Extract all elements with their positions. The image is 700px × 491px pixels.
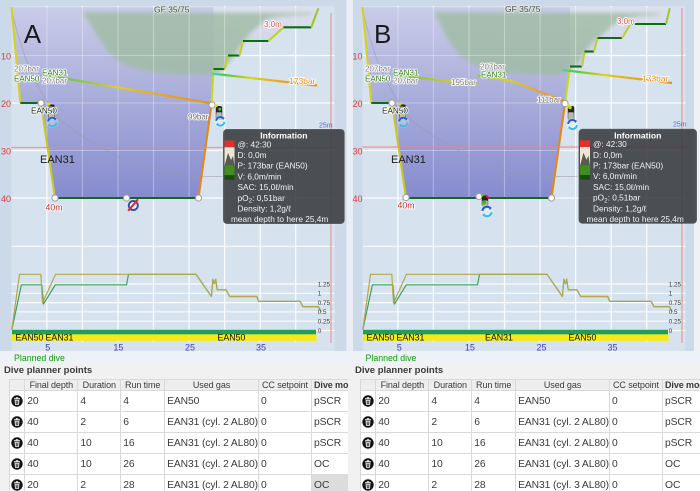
svg-text:1: 1	[669, 291, 673, 298]
svg-text:0.5: 0.5	[669, 309, 678, 316]
svg-text:EAN31: EAN31	[46, 332, 74, 342]
svg-text:V: 6,0m/min: V: 6,0m/min	[238, 171, 282, 181]
svg-text:Density: 1,2g/ℓ: Density: 1,2g/ℓ	[593, 203, 647, 213]
svg-text:1.25: 1.25	[318, 281, 331, 288]
svg-text:@: 42:30: @: 42:30	[238, 139, 272, 149]
svg-text:5: 5	[45, 343, 50, 353]
svg-text:Information: Information	[614, 130, 661, 140]
svg-text:SAC: 15,0ℓ/min: SAC: 15,0ℓ/min	[238, 182, 295, 192]
svg-text:EAN50: EAN50	[14, 74, 40, 83]
svg-text:99bar: 99bar	[188, 113, 209, 122]
svg-text:30: 30	[1, 147, 11, 157]
svg-text:207bar: 207bar	[42, 76, 67, 85]
svg-text:0.25: 0.25	[669, 319, 682, 326]
svg-text:EAN50: EAN50	[31, 107, 57, 116]
svg-text:30: 30	[352, 147, 362, 157]
svg-text:0.25: 0.25	[318, 319, 331, 326]
svg-text:0.5: 0.5	[318, 309, 327, 316]
svg-text:A: A	[24, 19, 42, 49]
svg-text:V: 6,0m/min: V: 6,0m/min	[593, 171, 637, 181]
svg-text:EAN50: EAN50	[16, 332, 44, 342]
svg-text:EAN31: EAN31	[391, 154, 426, 166]
svg-text:207bar: 207bar	[365, 65, 390, 74]
svg-text:EAN31: EAN31	[481, 70, 507, 79]
svg-text:10: 10	[352, 52, 362, 62]
svg-text:D: 0,0m: D: 0,0m	[593, 150, 622, 160]
svg-text:20: 20	[352, 99, 362, 109]
svg-text:20: 20	[1, 99, 11, 109]
svg-text:0: 0	[669, 328, 673, 335]
svg-text:35: 35	[607, 343, 617, 353]
svg-text:40m: 40m	[46, 203, 63, 213]
svg-text:EAN31: EAN31	[40, 154, 75, 166]
svg-text:1.25: 1.25	[669, 281, 682, 288]
svg-text:15: 15	[465, 343, 475, 353]
svg-text:EAN50: EAN50	[218, 332, 246, 342]
svg-text:25m: 25m	[673, 122, 687, 129]
svg-text:25: 25	[536, 343, 546, 353]
svg-text:GF 35/75: GF 35/75	[154, 5, 190, 15]
svg-text:207bar: 207bar	[480, 63, 505, 72]
svg-text:pO2: 0,51bar: pO2: 0,51bar	[238, 193, 286, 205]
svg-text:0.75: 0.75	[318, 300, 331, 307]
svg-text:35: 35	[256, 343, 266, 353]
svg-text:40m: 40m	[398, 201, 415, 211]
svg-text:EAN31: EAN31	[397, 332, 425, 342]
svg-text:EAN50: EAN50	[382, 107, 408, 116]
svg-text:EAN50: EAN50	[569, 332, 597, 342]
svg-text:EAN50: EAN50	[367, 332, 395, 342]
svg-text:0: 0	[318, 328, 322, 335]
svg-text:111bar: 111bar	[537, 96, 561, 105]
svg-text:5: 5	[397, 343, 402, 353]
svg-text:0.75: 0.75	[669, 300, 682, 307]
svg-text:GF 35/75: GF 35/75	[505, 4, 541, 14]
svg-text:@: 42:30: @: 42:30	[593, 139, 627, 149]
svg-text:195bar: 195bar	[451, 78, 476, 87]
svg-text:Planned dive: Planned dive	[14, 353, 65, 363]
svg-text:EAN50: EAN50	[365, 74, 391, 83]
svg-text:Planned dive: Planned dive	[366, 353, 417, 363]
svg-text:1: 1	[318, 291, 322, 298]
svg-text:Density: 1,2g/ℓ: Density: 1,2g/ℓ	[238, 204, 292, 214]
svg-text:15: 15	[113, 343, 123, 353]
svg-text:173bar: 173bar	[289, 76, 316, 86]
svg-text:Information: Information	[260, 131, 307, 141]
svg-text:25: 25	[185, 343, 195, 353]
svg-text:207bar: 207bar	[393, 76, 418, 85]
svg-text:25m: 25m	[319, 122, 333, 129]
svg-text:mean depth to here 25,4m: mean depth to here 25,4m	[231, 214, 328, 224]
svg-text:SAC: 15,0ℓ/min: SAC: 15,0ℓ/min	[593, 182, 650, 192]
svg-text:10: 10	[1, 52, 11, 62]
svg-text:207bar: 207bar	[14, 65, 39, 74]
svg-text:B: B	[374, 19, 391, 49]
svg-text:40: 40	[352, 194, 362, 204]
svg-text:P: 173bar (EAN50): P: 173bar (EAN50)	[238, 161, 308, 171]
svg-text:EAN31: EAN31	[42, 68, 68, 77]
svg-text:mean depth to here 25,4m: mean depth to here 25,4m	[587, 214, 684, 224]
svg-text:EAN31: EAN31	[485, 332, 513, 342]
svg-text:D: 0,0m: D: 0,0m	[238, 150, 267, 160]
svg-text:3,0m: 3,0m	[617, 17, 635, 26]
svg-text:P: 173bar (EAN50): P: 173bar (EAN50)	[593, 161, 663, 171]
svg-text:pO2: 0,51bar: pO2: 0,51bar	[593, 193, 641, 205]
svg-text:40: 40	[1, 194, 11, 204]
svg-text:3,0m: 3,0m	[264, 20, 282, 29]
svg-text:EAN31: EAN31	[393, 68, 419, 77]
svg-text:173bar: 173bar	[642, 74, 669, 84]
